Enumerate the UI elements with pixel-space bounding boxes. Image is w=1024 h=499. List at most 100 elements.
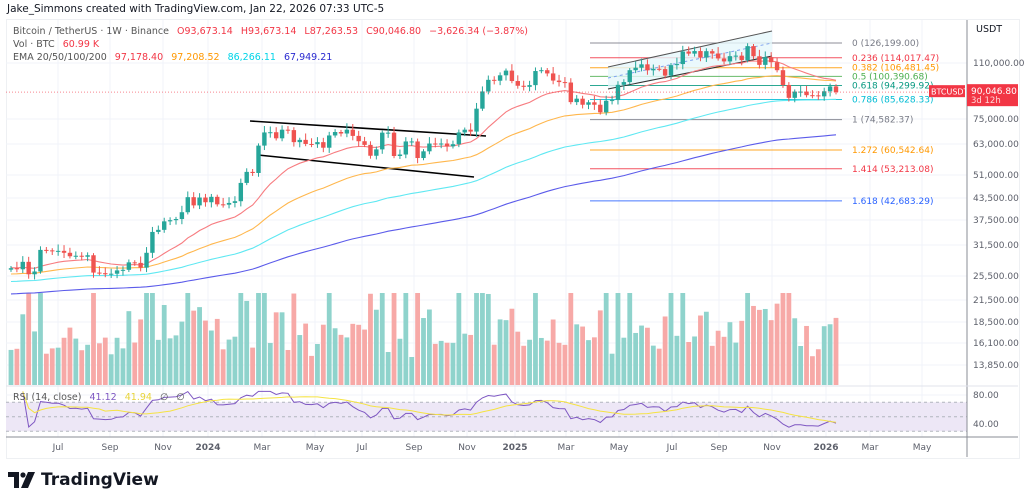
volume-bar (67, 327, 73, 385)
candle-body (468, 129, 473, 132)
volume-bar (815, 349, 821, 385)
volume-bar (450, 342, 456, 385)
candle-body (627, 70, 632, 83)
candle-body (657, 68, 662, 70)
candle (615, 81, 621, 105)
volume-bar (680, 293, 686, 385)
ema-label[interactable]: EMA 20/50/100/200 (13, 52, 107, 63)
flag-lower-trendline (257, 154, 475, 178)
candle (238, 178, 244, 207)
candle (562, 77, 568, 88)
currency-unit[interactable]: USDT (976, 24, 1003, 35)
candle-body (256, 145, 261, 174)
symbol-name[interactable]: Bitcoin / TetherUS · 1W · Binance (13, 26, 169, 37)
candle-body (515, 81, 520, 86)
candle-body (409, 141, 414, 143)
volume-bar (85, 344, 91, 385)
time-tick: Nov (763, 443, 781, 453)
volume-bar (544, 340, 550, 385)
time-tick: Jul (52, 443, 64, 453)
candle-body (527, 85, 532, 87)
candle-body (822, 91, 827, 97)
candle-body (8, 268, 14, 270)
candle (533, 67, 538, 91)
candle (468, 123, 473, 137)
candle-body (268, 132, 273, 134)
candle-body (238, 182, 244, 202)
candle (332, 129, 338, 138)
volume-bar (580, 326, 586, 385)
volume-bar (43, 353, 49, 385)
candle (73, 251, 79, 260)
candle-body (421, 151, 426, 159)
fib-label-0.618: 0.618 (94,299.92) (852, 81, 933, 91)
candle (674, 57, 680, 70)
volume-bar (332, 328, 338, 385)
volume-bar (674, 335, 680, 385)
candle-body (456, 132, 462, 145)
candle (362, 136, 367, 148)
candle (114, 266, 120, 279)
volume-bar (786, 293, 792, 385)
volume-bar (609, 353, 615, 385)
candle (480, 86, 485, 111)
candle (144, 247, 149, 273)
candle-body (739, 55, 744, 61)
volume-bar (615, 293, 621, 385)
candle-body (55, 250, 61, 252)
candle (226, 197, 232, 209)
candle-body (156, 229, 161, 232)
candle-body (32, 271, 37, 275)
candle-body (698, 51, 703, 58)
volume-label[interactable]: Vol · BTC (13, 39, 55, 50)
candle-body (191, 197, 196, 206)
volume-bar (485, 293, 491, 385)
candle (633, 61, 638, 74)
tradingview-logo-text: TradingView (41, 470, 159, 490)
tradingview-logo[interactable]: TradingView (8, 470, 159, 490)
volume-bar (214, 318, 220, 385)
candle (568, 78, 574, 105)
rsi-label[interactable]: RSI (14, close) (13, 392, 82, 403)
candle (279, 125, 285, 142)
fib-label-1.272: 1.272 (60,542.64) (852, 146, 933, 156)
candle-body (480, 91, 485, 109)
candle (651, 64, 656, 76)
candle-body (279, 129, 285, 139)
candle (810, 90, 815, 99)
rsi-na-1: ∅ (159, 392, 169, 403)
candle (79, 252, 84, 261)
candle-body (291, 130, 297, 143)
candle (804, 85, 809, 98)
candle-body (397, 154, 403, 157)
candle (486, 75, 491, 95)
candle (38, 246, 43, 274)
volume-bar (533, 293, 538, 385)
candle (85, 252, 90, 262)
candle-body (244, 171, 249, 183)
volume-bar (432, 343, 438, 385)
candle-body (751, 46, 756, 57)
volume-bar (102, 337, 108, 385)
time-tick: Mar (558, 443, 575, 453)
volume-bar (462, 333, 468, 385)
volume-bar (315, 344, 320, 385)
candle (627, 68, 632, 85)
candle (309, 138, 314, 148)
candle (185, 191, 190, 215)
candle-body (474, 108, 479, 132)
volume-bar (26, 293, 32, 385)
candle-body (132, 262, 137, 264)
candle-body (61, 250, 67, 253)
candle (745, 43, 750, 63)
candle-body (763, 57, 768, 65)
candle-body (297, 139, 302, 143)
price-tick: 37,500.00 (973, 216, 1019, 226)
candle-body (545, 70, 550, 74)
symbol-tag (929, 85, 965, 98)
candle-body (415, 141, 420, 159)
candle-body (73, 255, 79, 257)
candle-body (374, 149, 379, 156)
candle (621, 79, 627, 91)
